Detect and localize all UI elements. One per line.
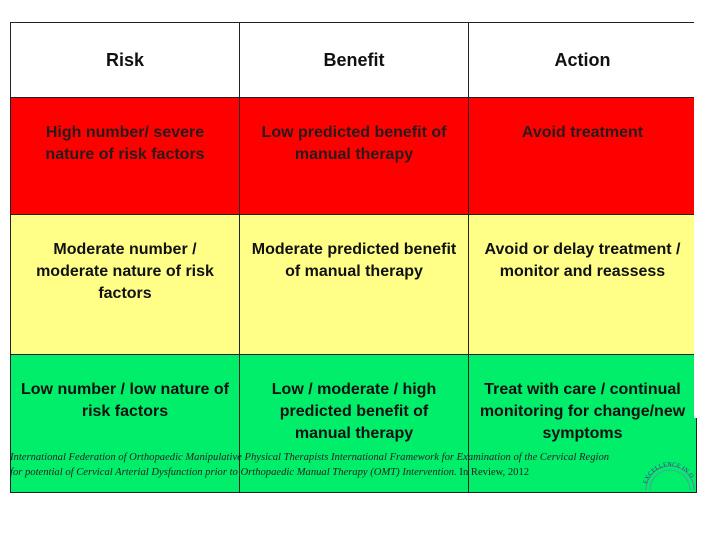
cell-benefit: Low / moderate / high predicted benefit … (239, 354, 469, 493)
header-benefit: Benefit (239, 22, 469, 98)
svg-text:EXCELLENCE IN O: EXCELLENCE IN O (643, 462, 695, 485)
table-row-high-risk: High number/ severe nature of risk facto… (10, 97, 697, 215)
table-right-edge (694, 22, 697, 418)
citation-title-line-1: International Federation of Orthopaedic … (10, 452, 610, 463)
citation-title-line-2: for potential of Cervical Arterial Dysfu… (10, 467, 457, 478)
header-risk: Risk (10, 22, 240, 98)
citation-status: In Review, 2012 (456, 467, 530, 478)
header-action: Action (468, 22, 697, 98)
cell-benefit: Moderate predicted benefit of manual the… (239, 214, 469, 355)
cell-action: Avoid or delay treatment / monitor and r… (468, 214, 697, 355)
table-row-low-risk: Low number / low nature of risk factors … (10, 354, 697, 493)
risk-benefit-action-table: Risk Benefit Action High number/ severe … (10, 22, 697, 493)
organization-seal-icon: EXCELLENCE IN O (643, 462, 695, 491)
table-header-row: Risk Benefit Action (10, 22, 697, 98)
cell-risk: Moderate number / moderate nature of ris… (10, 214, 240, 355)
table-row-moderate-risk: Moderate number / moderate nature of ris… (10, 214, 697, 355)
seal-text: EXCELLENCE IN O (643, 462, 694, 485)
cell-action: Treat with care / continual monitoring f… (468, 354, 697, 493)
cell-risk: High number/ severe nature of risk facto… (10, 97, 240, 215)
cell-benefit: Low predicted benefit of manual therapy (239, 97, 469, 215)
cell-action: Avoid treatment (468, 97, 697, 215)
cell-risk: Low number / low nature of risk factors (10, 354, 240, 493)
citation: International Federation of Orthopaedic … (10, 450, 640, 480)
